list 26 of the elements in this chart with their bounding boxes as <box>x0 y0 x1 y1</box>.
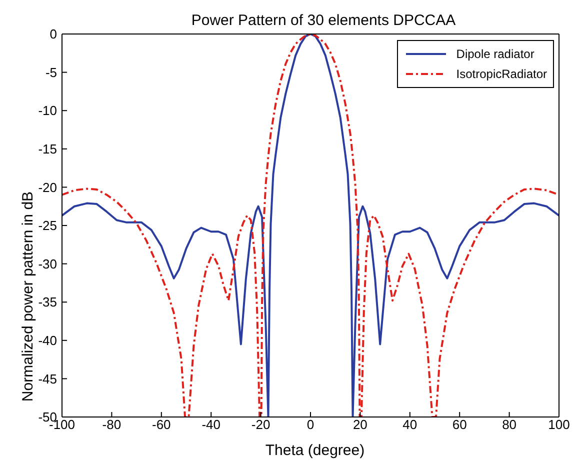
x-axis-title: Theta (degree) <box>264 442 366 459</box>
y-tick-label: -45 <box>38 371 57 386</box>
y-tick-label: -40 <box>38 333 57 348</box>
legend-label: Dipole radiator <box>456 47 534 61</box>
y-axis-title: Normalized power pattern in dB <box>20 190 36 404</box>
line-series <box>62 34 559 417</box>
y-tick-label: -25 <box>38 218 57 234</box>
x-tick-label: -20 <box>251 417 270 432</box>
y-tick-label: -30 <box>38 256 57 272</box>
x-tick-label: 0 <box>306 417 314 432</box>
x-tick-label: 20 <box>352 417 368 432</box>
x-tick-label: -60 <box>152 417 171 432</box>
chart-title: Power Pattern of 30 elements DPCCAA <box>190 12 457 29</box>
y-tick-label: -35 <box>38 294 57 310</box>
x-tick-label: 40 <box>402 417 418 432</box>
y-tick-label: -20 <box>38 180 57 195</box>
y-tick-label: 0 <box>50 26 57 42</box>
y-tick-label: -5 <box>45 64 57 80</box>
x-tick-label: 100 <box>548 417 570 432</box>
x-tick-label: 60 <box>452 417 467 432</box>
x-tick-label: -40 <box>202 417 220 432</box>
y-tick-label: -10 <box>38 103 57 118</box>
legend-label: IsotropicRadiator <box>456 67 547 81</box>
x-tick-label: -80 <box>102 417 122 432</box>
x-tick-label: 80 <box>502 417 517 432</box>
y-tick-label: -15 <box>38 142 57 157</box>
